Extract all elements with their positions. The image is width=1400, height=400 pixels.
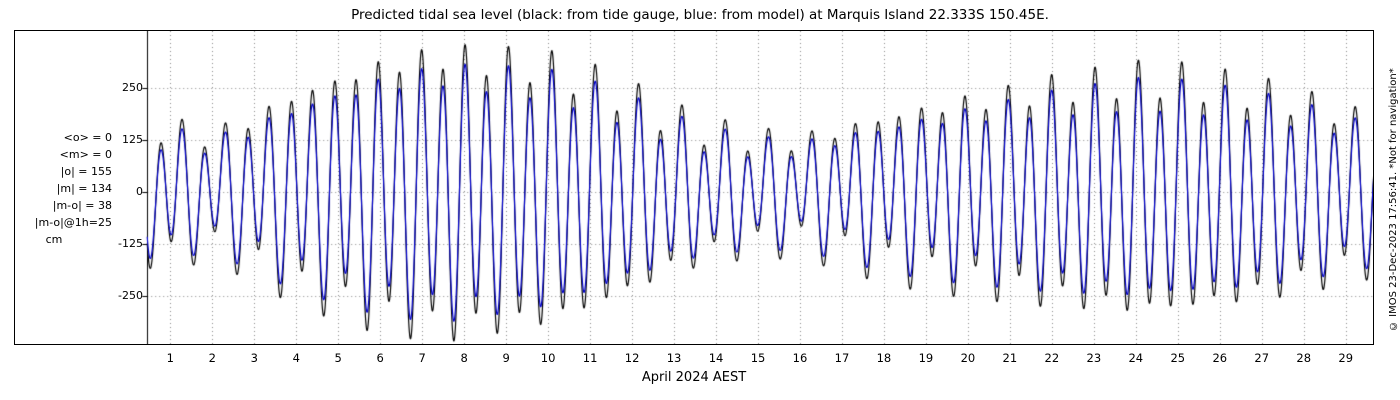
x-tick-label: 18 [876,351,892,365]
x-tick-label: 14 [708,351,724,365]
y-tick-label: -250 [118,289,143,303]
x-tick-label: 27 [1254,351,1270,365]
x-tick-label: 6 [376,351,384,365]
x-tick-label: 24 [1128,351,1144,365]
x-tick-label: 9 [502,351,510,365]
x-tick-label: 8 [460,351,468,365]
x-tick-label: 4 [292,351,300,365]
x-tick-label: 2 [208,351,216,365]
x-tick-label: 15 [750,351,766,365]
x-tick-label: 13 [666,351,682,365]
x-tick-label: 16 [792,351,808,365]
x-tick-label: 21 [1002,351,1018,365]
x-tick-label: 3 [250,351,258,365]
x-tick-label: 20 [960,351,976,365]
plot-canvas [15,31,1373,344]
x-tick-label: 29 [1338,351,1354,365]
x-tick-label: 5 [334,351,342,365]
chart-title: Predicted tidal sea level (black: from t… [351,7,1049,23]
x-tick-label: 7 [418,351,426,365]
x-tick-label: 25 [1170,351,1186,365]
y-tick-label: -125 [118,237,143,251]
plot-frame [14,30,1374,345]
x-tick-label: 12 [624,351,640,365]
x-tick-label: 19 [918,351,934,365]
x-tick-label: 26 [1212,351,1228,365]
x-tick-label: 28 [1296,351,1312,365]
x-tick-label: 17 [834,351,850,365]
copyright-watermark: © IMOS 23-Dec-2023 17:56:41. *Not for na… [1388,68,1399,332]
y-tick-label: 125 [122,133,143,147]
x-tick-label: 10 [540,351,556,365]
y-tick-label: 0 [136,185,143,199]
x-tick-label: 22 [1044,351,1060,365]
x-tick-label: 1 [166,351,174,365]
x-axis-label: April 2024 AEST [641,370,747,385]
x-tick-label: 11 [582,351,598,365]
y-tick-label: 250 [122,81,143,95]
x-tick-label: 23 [1086,351,1102,365]
